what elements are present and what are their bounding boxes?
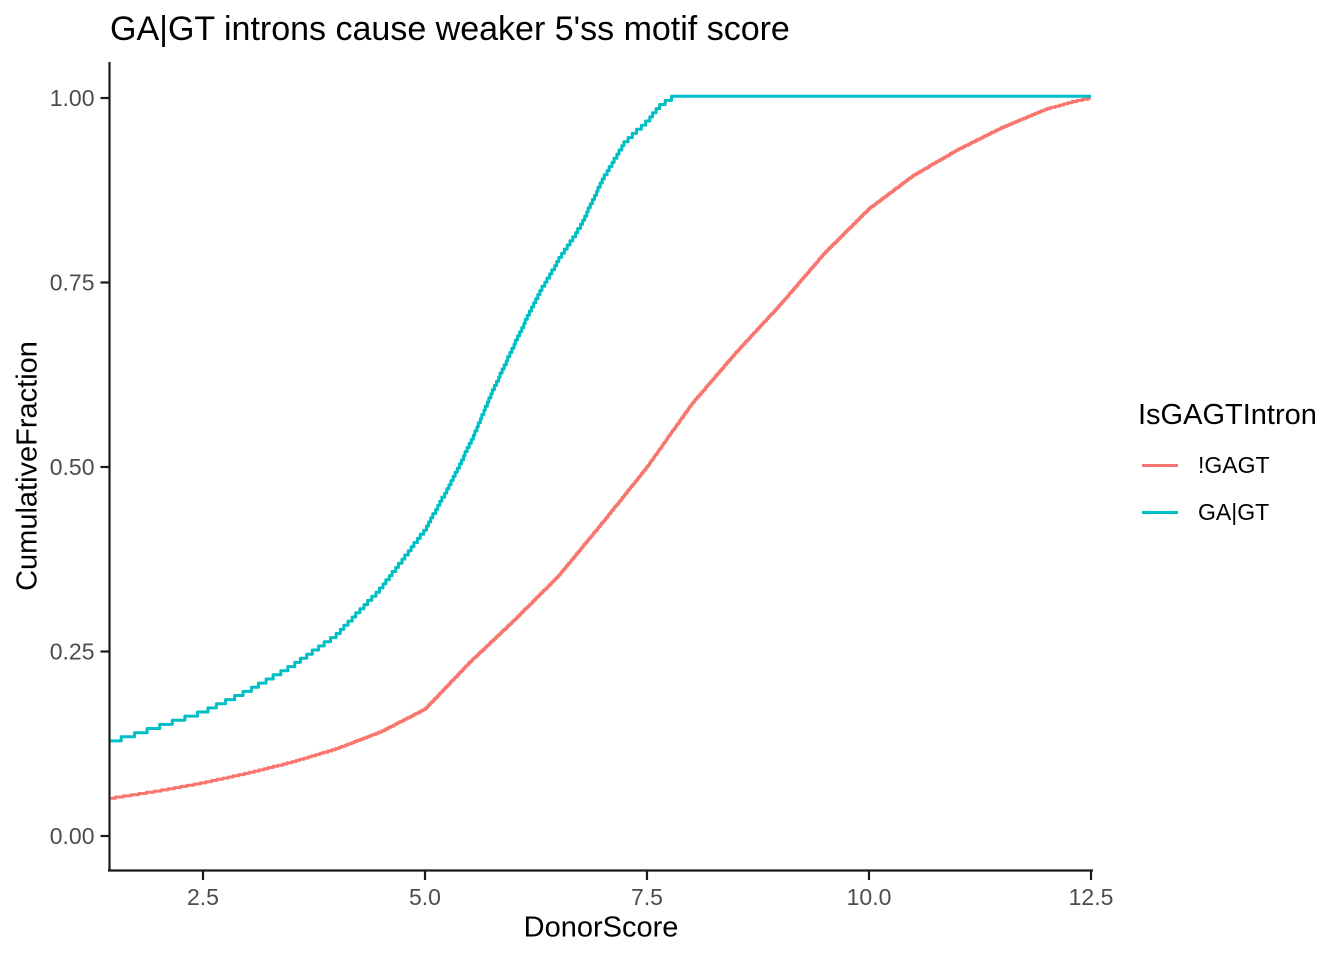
y-tick-label: 1.00: [50, 85, 95, 111]
series-not-gagt: [110, 96, 1091, 800]
y-tick-label: 0.75: [50, 270, 95, 296]
series-gagt: [110, 94, 1091, 743]
x-tick-label: 10.0: [847, 884, 892, 910]
legend-item-label: GA|GT: [1198, 499, 1270, 525]
x-tick-label: 2.5: [187, 884, 219, 910]
legend-line-swatch: [1142, 464, 1178, 467]
chart-title: GA|GT introns cause weaker 5'ss motif sc…: [110, 10, 790, 48]
legend-item: !GAGT: [1138, 442, 1344, 489]
x-tick-label: 7.5: [631, 884, 663, 910]
y-tick-label: 0.25: [50, 639, 95, 665]
x-tick-label: 5.0: [409, 884, 441, 910]
legend-item-label: !GAGT: [1198, 452, 1270, 478]
legend-item: GA|GT: [1138, 489, 1344, 536]
legend-line-swatch: [1142, 511, 1178, 514]
x-axis-title: DonorScore: [523, 911, 679, 944]
legend-title: IsGAGTIntron: [1138, 399, 1317, 431]
y-tick-label: 0.00: [50, 823, 95, 849]
y-axis-title: CumulativeFraction: [11, 341, 44, 591]
legend: IsGAGTIntron !GAGT GA|GT: [1138, 398, 1344, 536]
legend-items: !GAGT GA|GT: [1138, 442, 1344, 536]
y-tick-label: 0.50: [50, 454, 95, 480]
x-tick-label: 12.5: [1069, 884, 1114, 910]
